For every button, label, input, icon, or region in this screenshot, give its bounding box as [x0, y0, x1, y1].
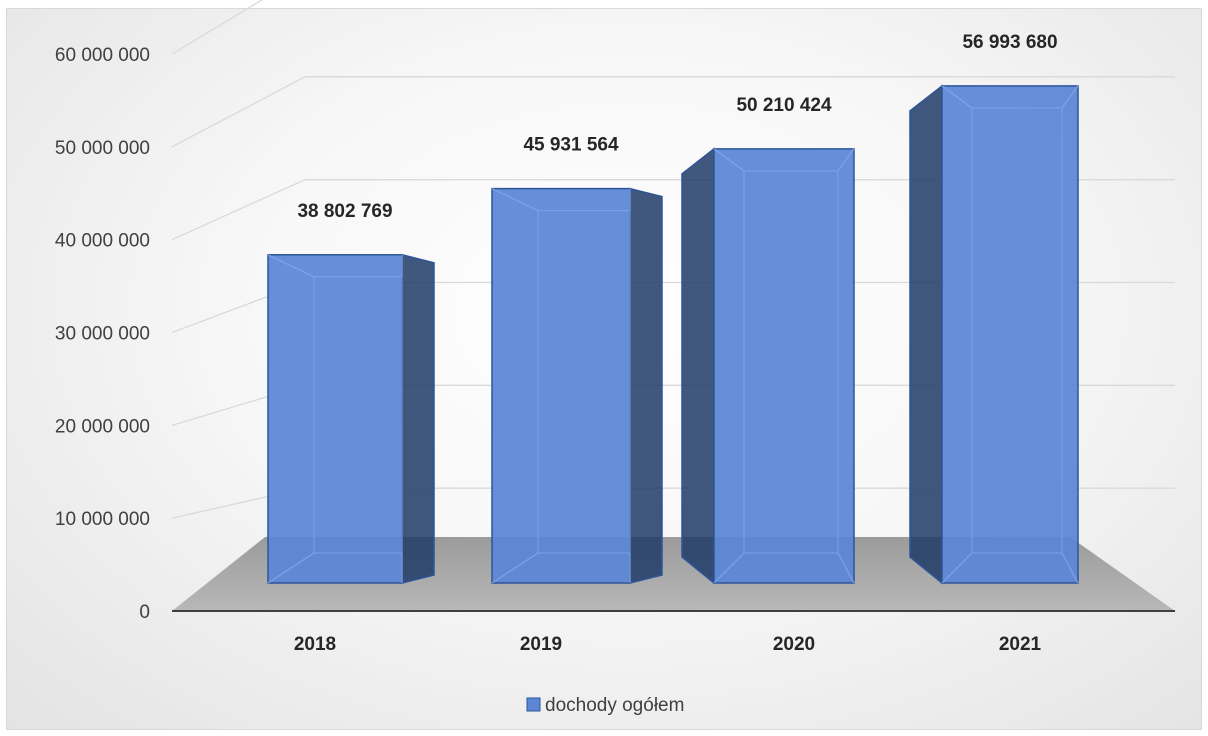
bar-inner-edge	[971, 107, 1063, 554]
data-label: 38 802 769	[297, 201, 392, 222]
bar	[909, 84, 1079, 585]
bar-inner-edge	[313, 276, 403, 554]
bar	[681, 147, 855, 585]
y-tick-label: 10 000 000	[55, 509, 150, 530]
data-label: 50 210 424	[736, 95, 832, 116]
x-tick-label: 2019	[520, 634, 562, 655]
bars	[267, 84, 1079, 585]
y-tick-label: 20 000 000	[55, 416, 150, 437]
legend-label: dochody ogółem	[545, 695, 684, 716]
gridline-diagonal	[171, 76, 306, 148]
bar-inner-edge	[537, 210, 631, 554]
bar	[491, 187, 663, 584]
bar-side	[629, 187, 663, 584]
data-label: 56 993 680	[962, 32, 1057, 53]
y-tick-label: 0	[139, 602, 150, 623]
labels: 0 10 000 000 20 000 000 30 000 000 40 000 00…	[55, 32, 1058, 655]
legend-swatch	[526, 697, 541, 712]
bar-front	[713, 148, 855, 584]
y-tick-label: 30 000 000	[55, 324, 150, 345]
y-tick-label: 50 000 000	[55, 138, 150, 159]
legend: dochody ogółem	[526, 695, 684, 716]
bar-inner-edge	[743, 170, 839, 554]
gridline-diagonal	[171, 179, 306, 241]
bar-front	[491, 187, 631, 584]
bar-side	[909, 84, 943, 585]
bar-front	[941, 85, 1079, 584]
data-label: 45 931 564	[523, 135, 619, 156]
bar	[267, 253, 435, 584]
x-tick-label: 2021	[999, 634, 1042, 655]
bar-side	[681, 147, 715, 585]
y-tick-label: 40 000 000	[55, 231, 150, 252]
x-tick-label: 2018	[294, 634, 336, 655]
bar-side	[401, 253, 435, 584]
bar-front	[267, 254, 403, 584]
y-tick-label: 60 000 000	[55, 45, 150, 66]
gridline-diagonal	[171, 0, 264, 55]
legend-entry: dochody ogółem	[526, 695, 684, 716]
x-tick-label: 2020	[773, 634, 815, 655]
